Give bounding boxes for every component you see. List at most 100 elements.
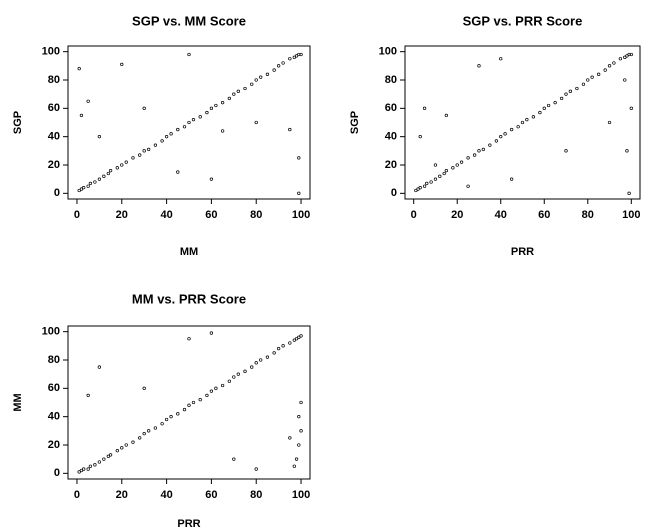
x-tick-label: 40 (495, 209, 507, 221)
point (442, 171, 446, 176)
point (209, 331, 214, 335)
point (198, 115, 202, 119)
point (124, 160, 128, 164)
point (182, 125, 187, 129)
point (93, 180, 97, 184)
point (625, 149, 629, 153)
point (187, 120, 191, 125)
point (120, 163, 124, 167)
y-tick-label: 40 (385, 131, 397, 143)
point (86, 184, 90, 188)
point (243, 86, 247, 91)
x-tick-label: 40 (160, 209, 172, 221)
point (607, 120, 612, 125)
point (220, 101, 225, 105)
point (153, 426, 158, 430)
point (79, 187, 84, 191)
point (124, 443, 128, 447)
point (433, 177, 438, 181)
point (220, 129, 225, 133)
chart-title: MM vs. PRR Score (132, 291, 246, 306)
point (236, 89, 240, 93)
point (297, 191, 301, 195)
point (254, 120, 258, 125)
point (250, 365, 254, 369)
point (603, 68, 607, 72)
point (597, 72, 601, 76)
y-tick-label: 0 (54, 467, 60, 479)
point (259, 358, 263, 362)
point (503, 132, 507, 136)
point (205, 393, 209, 398)
point (418, 186, 422, 190)
point (265, 355, 270, 359)
point (160, 422, 164, 426)
point (138, 153, 142, 157)
point (259, 75, 263, 79)
y-tick-label: 60 (48, 382, 60, 394)
point (209, 106, 214, 110)
point (131, 440, 135, 444)
point (422, 106, 427, 110)
x-tick-label: 60 (205, 489, 217, 501)
point (542, 106, 546, 110)
point (250, 82, 254, 86)
point (191, 400, 196, 405)
point (276, 347, 281, 351)
point (93, 463, 97, 467)
point (97, 177, 102, 181)
point (459, 160, 464, 164)
point (214, 103, 218, 108)
point (568, 89, 573, 93)
point (108, 453, 113, 457)
y-tick-label: 80 (48, 354, 60, 366)
plot-box (67, 325, 311, 480)
point (612, 61, 616, 65)
point (187, 337, 191, 341)
point (586, 78, 590, 82)
point (455, 163, 459, 167)
point (176, 412, 180, 416)
x-tick-label: 80 (582, 209, 594, 221)
y-tick-label: 100 (42, 46, 60, 58)
point (198, 398, 202, 402)
point (433, 163, 438, 167)
point (236, 372, 240, 376)
point (272, 351, 276, 355)
point (86, 393, 90, 398)
point (438, 174, 442, 178)
point (88, 464, 93, 468)
point (86, 99, 90, 103)
point (276, 64, 281, 68)
point (509, 127, 514, 132)
point (243, 369, 247, 373)
point (232, 457, 236, 461)
y-tick-label: 60 (385, 102, 397, 114)
point (299, 334, 303, 338)
point (102, 457, 106, 461)
point (176, 127, 180, 132)
point (414, 188, 418, 193)
point (494, 139, 499, 143)
plot-box (404, 45, 641, 200)
point (288, 57, 292, 61)
point (629, 52, 633, 57)
x-tick-label: 20 (116, 209, 128, 221)
point (182, 407, 187, 412)
point (466, 184, 470, 188)
x-tick-label: 40 (160, 489, 172, 501)
point (88, 181, 93, 186)
point (590, 75, 594, 79)
point (560, 96, 564, 101)
point (297, 443, 301, 447)
point (147, 147, 151, 152)
point (232, 92, 236, 96)
x-tick-label: 100 (622, 209, 640, 221)
y-axis-label: SGP (12, 111, 24, 134)
point (86, 467, 90, 471)
point (546, 103, 551, 108)
chart-title: SGP vs. PRR Score (463, 13, 583, 28)
y-tick-label: 20 (48, 439, 60, 451)
point (299, 52, 303, 57)
point (254, 361, 258, 365)
